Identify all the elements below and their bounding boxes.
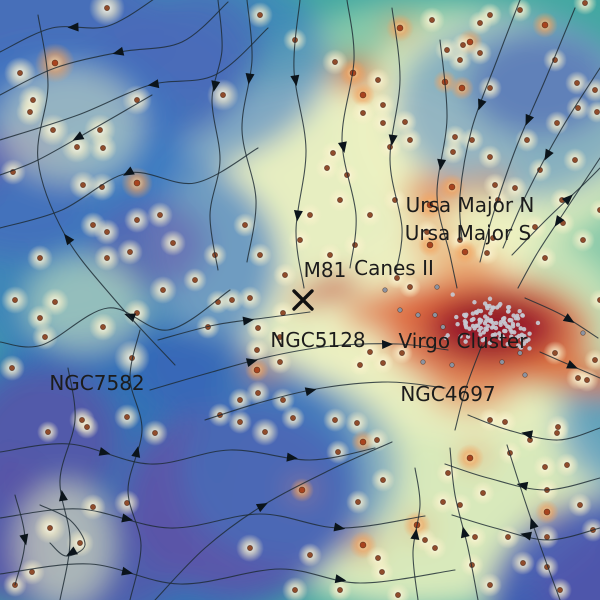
flow-arrow-icon: [304, 387, 317, 397]
flow-arrow-icon: [561, 194, 573, 206]
flow-arrow-icon: [121, 566, 133, 576]
flow-arrow-icon: [478, 98, 487, 111]
galaxy-label-m81: M81: [304, 258, 347, 282]
structure-labels: Ursa Major N Ursa Major S M81 Canes II NGC51…: [49, 193, 534, 406]
flow-arrow-icon: [293, 210, 303, 222]
flow-arrow-icon: [437, 158, 447, 171]
flow-arrow-icon: [525, 113, 535, 126]
flow-arrow-icon: [566, 360, 579, 369]
galaxy-label-ursa-major-n: Ursa Major N: [406, 193, 535, 217]
galaxy-label-ngc5128: NGC5128: [270, 328, 365, 352]
flow-arrow-icon: [245, 73, 255, 85]
x-marker-icon: [292, 289, 314, 311]
flow-arrow-icon: [562, 313, 575, 323]
galaxy-label-virgo-cluster: Virgo Cluster: [399, 329, 529, 353]
flow-arrow-icon: [64, 233, 75, 246]
flow-arrow-icon: [290, 74, 300, 87]
flow-arrow-icon: [334, 574, 347, 584]
flow-arrow-icon: [410, 528, 420, 541]
galaxy-label-ngc7582: NGC7582: [49, 371, 144, 395]
flow-arrow-icon: [333, 522, 346, 532]
flow-arrow-icon: [131, 446, 141, 458]
flow-arrow-icon: [388, 134, 398, 146]
flow-arrow-icon: [123, 166, 135, 176]
flow-arrow-icon: [460, 526, 470, 539]
flow-arrow-icon: [337, 141, 347, 153]
flow-arrow-icon: [521, 430, 534, 440]
flow-arrow-icon: [286, 452, 298, 462]
flow-arrow-icon: [67, 22, 79, 32]
flow-arrow-icon: [242, 316, 255, 326]
flow-arrow-icon: [112, 46, 125, 56]
flow-arrow-icon: [211, 80, 221, 92]
virgo-cluster-dots: [443, 292, 541, 351]
flow-arrow-icon: [554, 215, 565, 227]
flow-arrow-icon: [72, 131, 85, 141]
galaxy-label-canes-ii: Canes II: [354, 256, 434, 280]
galaxy-label-ngc4697: NGC4697: [400, 382, 495, 406]
flow-arrow-icon: [66, 546, 78, 556]
flow-arrow-icon: [245, 358, 258, 367]
flow-arrow-icon: [255, 502, 268, 513]
flow-arrow-icon: [381, 339, 394, 349]
flow-arrow-icon: [529, 517, 539, 530]
flow-arrow-icon: [121, 513, 134, 523]
flow-arrow-icon: [544, 148, 554, 161]
flow-arrow-icon: [19, 533, 29, 546]
flow-arrow-icon: [59, 489, 68, 502]
flow-arrow-icon: [520, 531, 532, 541]
flow-arrow-icon: [147, 79, 160, 89]
flow-arrow-icon: [98, 447, 111, 456]
galaxy-label-ursa-major-s: Ursa Major S: [405, 221, 531, 245]
